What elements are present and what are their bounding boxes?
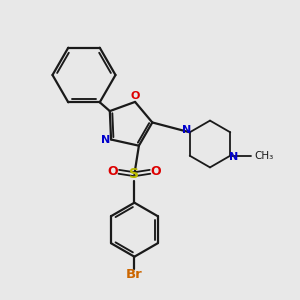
Text: N: N (229, 152, 239, 162)
Text: CH₃: CH₃ (255, 151, 274, 161)
Text: O: O (130, 92, 140, 101)
Text: S: S (129, 167, 140, 181)
Text: Br: Br (126, 268, 143, 281)
Text: N: N (182, 125, 191, 135)
Text: O: O (107, 165, 118, 178)
Text: N: N (101, 134, 110, 145)
Text: O: O (151, 165, 161, 178)
